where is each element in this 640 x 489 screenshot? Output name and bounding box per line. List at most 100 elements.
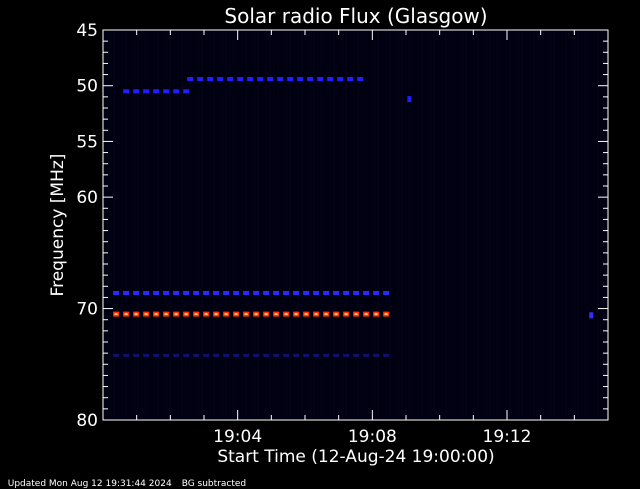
emission-band-2-segment — [193, 291, 200, 295]
x-tick-label: 19:04 — [213, 427, 262, 447]
footer: Updated Mon Aug 12 19:31:44 2024 BG subtr… — [2, 469, 256, 489]
emission-band-0-segment — [143, 89, 150, 94]
emission-band-3-core — [294, 313, 298, 316]
isolated-point-0 — [407, 96, 412, 103]
emission-band-2-segment — [133, 291, 140, 295]
emission-band-4-segment — [353, 353, 360, 357]
emission-band-2-segment — [373, 291, 380, 295]
emission-band-1-segment — [207, 77, 214, 81]
emission-band-2-segment — [363, 291, 370, 295]
emission-band-1-segment — [197, 77, 204, 81]
emission-band-1-segment — [267, 77, 274, 81]
y-tick-label: 45 — [76, 21, 98, 41]
emission-band-4-segment — [203, 353, 210, 357]
emission-band-4-segment — [303, 353, 310, 357]
emission-band-1-segment — [327, 77, 334, 81]
emission-band-3-core — [134, 313, 138, 316]
y-tick-label: 60 — [76, 188, 98, 208]
emission-band-2-segment — [333, 291, 340, 295]
emission-band-1-segment — [217, 77, 224, 81]
emission-band-4-segment — [283, 353, 290, 357]
x-tick-label: 19:08 — [348, 427, 397, 447]
emission-band-1-segment — [307, 77, 314, 81]
emission-band-1-segment — [257, 77, 264, 81]
emission-band-4-segment — [193, 353, 200, 357]
emission-band-2-segment — [303, 291, 310, 295]
emission-band-1-segment — [287, 77, 294, 81]
y-tick-label: 50 — [76, 77, 98, 97]
emission-band-1-segment — [237, 77, 244, 81]
emission-band-3-core — [244, 313, 248, 316]
emission-band-3-core — [194, 313, 198, 316]
emission-band-3-core — [264, 313, 268, 316]
emission-band-2-segment — [163, 291, 170, 295]
emission-band-2-segment — [343, 291, 350, 295]
emission-band-4-segment — [263, 353, 270, 357]
y-tick-label: 55 — [76, 132, 98, 152]
emission-band-3-core — [124, 313, 128, 316]
emission-band-3-core — [274, 313, 278, 316]
emission-band-1-segment — [277, 77, 284, 81]
emission-band-2-segment — [143, 291, 150, 295]
emission-band-3-core — [184, 313, 188, 316]
spectrogram-texture — [105, 32, 607, 418]
axis-ticks: 45 50 55 60 70 80 19:04 19:08 19:12 — [76, 21, 608, 447]
emission-band-3-core — [304, 313, 308, 316]
emission-band-1-segment — [297, 77, 304, 81]
emission-band-2-segment — [233, 291, 240, 295]
emission-band-3-core — [214, 313, 218, 316]
y-axis-label: Frequency [MHz] — [48, 154, 68, 297]
emission-band-2-segment — [203, 291, 210, 295]
y-tick-label: 70 — [76, 300, 98, 320]
emission-band-2-segment — [183, 291, 190, 295]
emission-band-3-core — [334, 313, 338, 316]
emission-band-4-segment — [213, 353, 220, 357]
emission-band-2-segment — [113, 291, 120, 295]
emission-band-2-segment — [273, 291, 280, 295]
updated-timestamp: Updated Mon Aug 12 19:31:44 2024 — [7, 479, 172, 489]
x-tick-label: 19:12 — [483, 427, 532, 447]
emission-band-4-segment — [243, 353, 250, 357]
emission-band-4-segment — [333, 353, 340, 357]
emission-band-3-core — [324, 313, 328, 316]
emission-band-3-core — [374, 313, 378, 316]
emission-band-3-core — [364, 313, 368, 316]
emission-band-3-core — [204, 313, 208, 316]
emission-band-4-segment — [113, 353, 120, 357]
plot-background — [103, 30, 608, 420]
emission-band-3-core — [234, 313, 238, 316]
emission-band-3-core — [254, 313, 258, 316]
emission-band-2-segment — [243, 291, 250, 295]
emission-band-4-segment — [373, 353, 380, 357]
emission-band-3-core — [344, 313, 348, 316]
emission-band-3-core — [284, 313, 288, 316]
emission-band-2-segment — [223, 291, 230, 295]
emission-band-0-segment — [133, 89, 140, 94]
emission-band-3-core — [384, 313, 388, 316]
emission-band-4-segment — [143, 353, 150, 357]
emission-band-2-segment — [313, 291, 320, 295]
emission-band-1-segment — [357, 77, 364, 81]
emission-band-4-segment — [173, 353, 180, 357]
plot-frame — [102, 29, 609, 421]
emission-band-3-core — [144, 313, 148, 316]
isolated-point-1 — [589, 312, 594, 319]
emission-band-3-core — [314, 313, 318, 316]
emission-band-0-segment — [163, 89, 170, 94]
emission-band-1-segment — [247, 77, 254, 81]
emission-band-1-segment — [227, 77, 234, 81]
emission-band-4-segment — [313, 353, 320, 357]
x-axis-label: Start Time (12-Aug-24 19:00:00) — [217, 447, 494, 467]
emission-band-2-segment — [263, 291, 270, 295]
y-tick-label: 80 — [76, 411, 98, 431]
emission-band-3-core — [224, 313, 228, 316]
emission-band-2-segment — [253, 291, 260, 295]
emission-band-3-core — [114, 313, 118, 316]
emission-band-3-core — [154, 313, 158, 316]
emission-band-0-segment — [173, 89, 180, 94]
emission-band-2-segment — [153, 291, 160, 295]
emission-band-3-core — [354, 313, 358, 316]
emission-band-4-segment — [233, 353, 240, 357]
emission-band-4-segment — [163, 353, 170, 357]
